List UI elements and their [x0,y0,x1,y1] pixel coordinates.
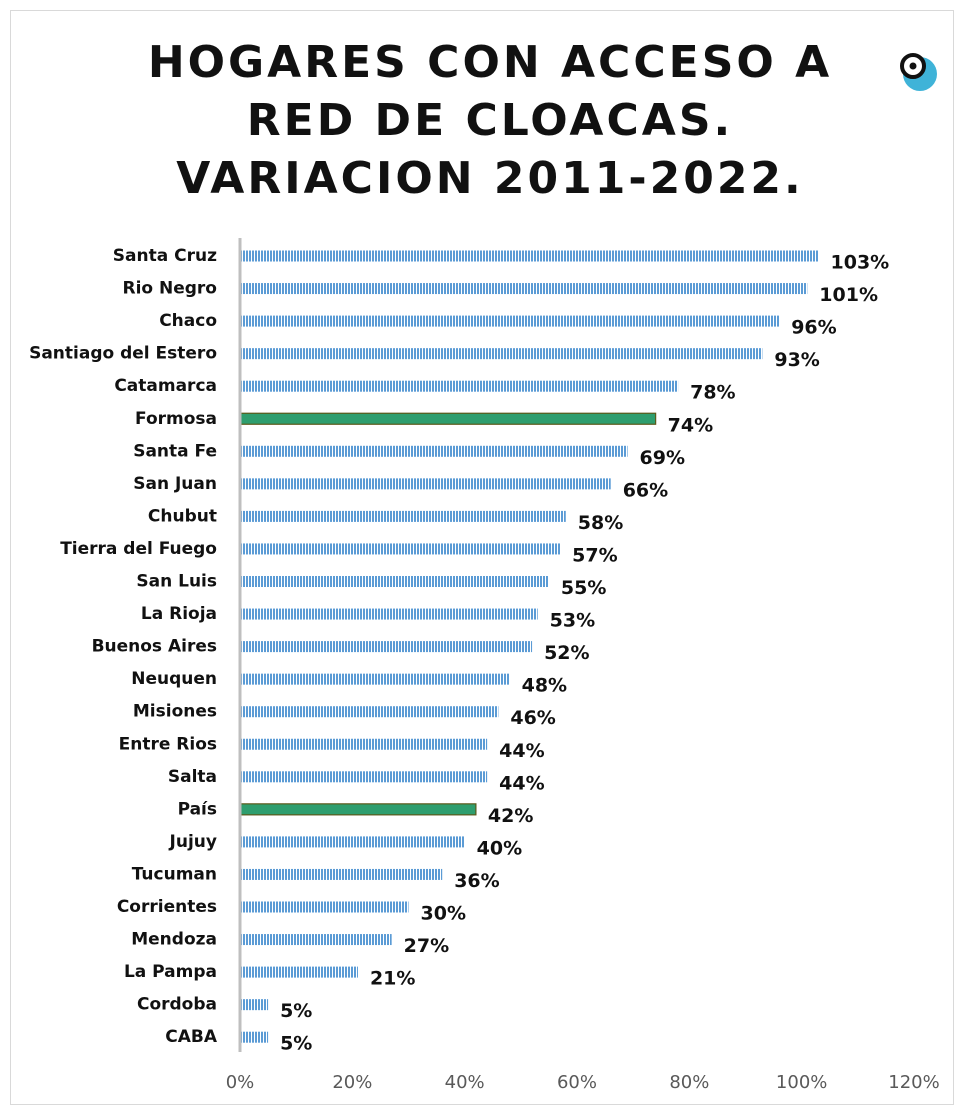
bar [240,641,533,653]
data-label: 52% [544,642,589,664]
y-tick-label: País [178,799,217,819]
x-tick-label: 60% [557,1072,597,1093]
y-tick-label: Salta [168,767,217,787]
y-tick-label: Formosa [135,409,217,429]
y-tick-label: CABA [165,1027,218,1047]
data-label: 42% [488,805,533,827]
data-label: 21% [370,968,415,990]
data-label: 5% [280,1033,312,1055]
y-tick-label: Catamarca [114,376,217,396]
data-label: 69% [640,447,685,469]
data-label: 103% [831,252,890,274]
y-tick-label: Tucuman [132,864,217,884]
bar [240,608,538,620]
y-tick-label: Santa Fe [133,441,217,461]
data-label: 46% [510,707,555,729]
y-tick-label: Cordoba [137,995,217,1015]
bar [240,478,611,490]
data-label: 30% [421,903,466,925]
x-tick-label: 80% [669,1072,709,1093]
x-tick-label: 40% [445,1072,485,1093]
bar [240,673,510,685]
bar [240,999,269,1011]
bar [240,283,808,295]
y-tick-label: Rio Negro [122,279,217,299]
y-tick-label: Tierra del Fuego [60,539,217,559]
bar [240,510,566,522]
data-label: 44% [499,772,544,794]
bar [240,868,443,880]
bar [240,380,679,392]
data-label: 101% [819,284,878,306]
data-label: 36% [454,870,499,892]
bar [240,836,465,848]
y-tick-label: La Rioja [141,604,217,624]
y-tick-label: San Juan [133,474,217,494]
data-label: 58% [578,512,623,534]
bar [240,543,561,555]
data-label: 40% [477,837,522,859]
y-tick-label: Santa Cruz [113,246,217,266]
data-label: 55% [561,577,606,599]
chart-title: HOGARES CON ACCESO A RED DE CLOACAS. VAR… [147,37,833,204]
data-label: 96% [791,317,836,339]
y-tick-label: Neuquen [131,669,217,689]
data-label: 66% [623,479,668,501]
data-label: 93% [774,349,819,371]
y-tick-label: Chaco [159,311,217,331]
y-tick-label: Entre Rios [119,734,217,754]
data-label: 27% [404,935,449,957]
data-label: 44% [499,740,544,762]
y-tick-label: Buenos Aires [92,637,217,657]
data-label: 5% [280,1000,312,1022]
bar [240,315,780,327]
bar [240,445,628,457]
data-label: 78% [690,382,735,404]
bar [240,966,358,978]
data-label: 48% [522,675,567,697]
bar [240,348,763,360]
bar [240,576,549,587]
bar [240,1031,269,1043]
x-tick-label: 120% [888,1072,939,1093]
x-tick-label: 20% [332,1072,372,1093]
y-tick-label: Chubut [148,506,217,526]
logo-icon [900,53,937,91]
bar [240,738,488,750]
y-tick-label: San Luis [136,572,217,592]
x-tick-label: 100% [776,1072,827,1093]
bar [239,412,657,425]
y-tick-label: Mendoza [131,930,217,950]
data-label: 53% [550,610,595,632]
bar [240,250,819,262]
x-tick-label: 0% [226,1072,255,1093]
bar [240,706,499,718]
bar [240,934,392,946]
y-tick-label: Santiago del Estero [29,344,217,364]
data-label: 57% [572,544,617,566]
y-tick-label: Corrientes [117,897,217,917]
y-tick-label: La Pampa [124,962,217,982]
bar [240,771,488,783]
y-tick-label: Jujuy [169,832,217,852]
chart-frame [10,10,954,1105]
bar [239,803,477,816]
y-tick-label: Misiones [133,702,217,722]
bar [240,901,409,913]
data-label: 74% [668,414,713,436]
